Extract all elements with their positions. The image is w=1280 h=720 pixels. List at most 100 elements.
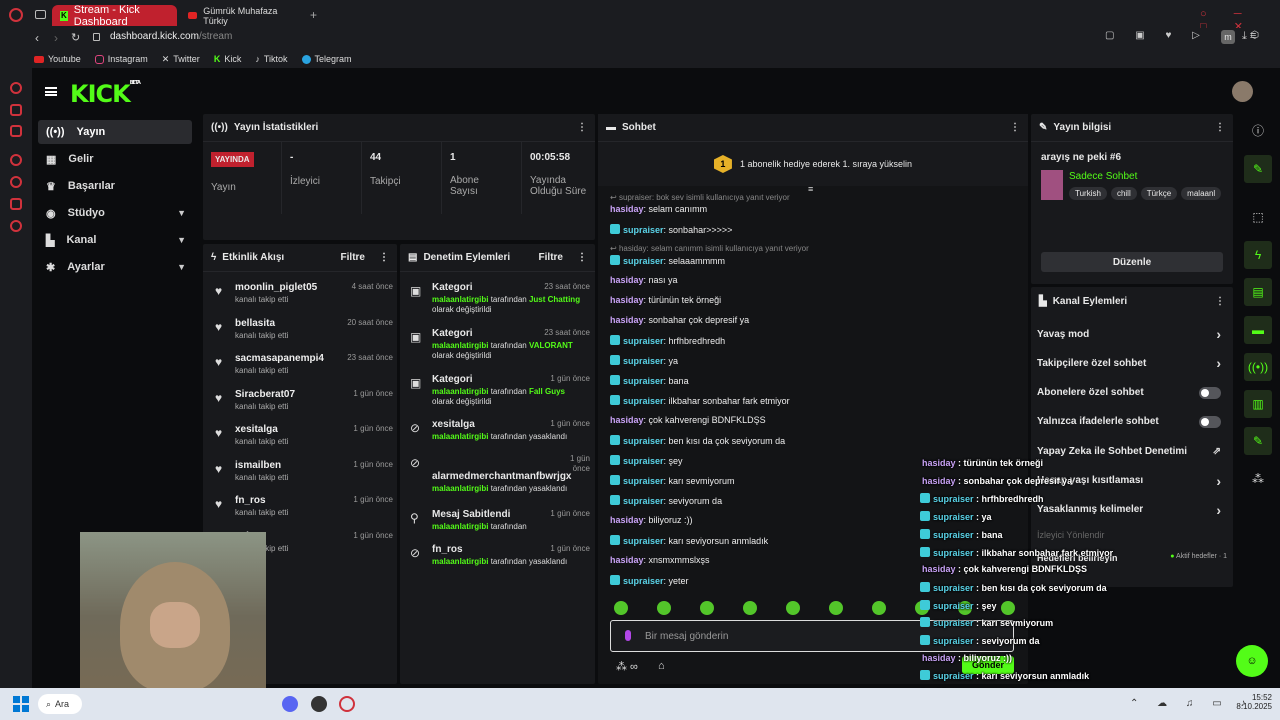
app-icon[interactable] [311,696,327,712]
hamburger-menu-icon[interactable] [45,87,57,96]
new-tab-button[interactable]: + [310,8,318,22]
moderator-name[interactable]: malaanlatirgibi [432,484,489,493]
chat-username[interactable]: hasiday [610,204,644,214]
store-icon[interactable]: ⌂ [658,660,665,672]
filter-button[interactable]: Filtre [538,252,563,263]
channel-action-row[interactable]: Yapay Zeka ile Sohbet Denetimi ⇗ [1037,441,1221,461]
bookmark-kick[interactable]: K Kick [213,54,242,64]
chat-username[interactable]: hasiday [610,555,644,565]
more-options-icon[interactable]: ⋮ [577,122,587,133]
reload-icon[interactable]: ↻ [71,32,81,44]
support-icon[interactable]: ☺ [1236,645,1268,677]
chat-username[interactable]: supraiser [623,225,664,235]
chat-username[interactable]: hasiday [610,415,644,425]
moderator-name[interactable]: malaanlatirgibi [432,432,489,441]
emote-icon[interactable] [614,601,628,615]
more-options-icon[interactable]: ⋮ [577,252,587,263]
back-icon[interactable]: ‹ [35,31,39,45]
aria-icon[interactable] [10,82,22,94]
browser-tab-gumruk[interactable]: Gümrük Muhafaza Türkiy [180,5,305,26]
browser-tab-kick[interactable]: K Stream - Kick Dashboard [52,4,177,28]
nav-gelir[interactable]: ▦ Gelir [46,153,94,166]
toggle-switch[interactable] [1199,386,1221,399]
edit-icon[interactable]: ✎ [1244,155,1272,183]
chat-username[interactable]: supraiser [623,376,664,386]
goals-row[interactable]: Hedefleri belirleyin ● Aktif hedefler · 1 [1037,553,1227,563]
windows-start-icon[interactable] [13,696,29,712]
chat-input[interactable]: Bir mesaj gönderin [610,620,1014,652]
chat-username[interactable]: hasiday [610,295,644,305]
channel-action-row[interactable]: Hesap yaşı kısıtlaması › [1037,471,1221,491]
tab-manager-icon[interactable] [35,10,46,19]
channel-action-row[interactable]: Yasaklanmış kelimeler › [1037,500,1221,520]
category-target[interactable]: VALORANT [528,341,573,350]
send-button[interactable]: Gönder [962,656,1014,674]
nav-kanal[interactable]: ▙ Kanal ▼ [46,234,186,247]
filter-button[interactable]: Filtre [340,252,365,263]
lightning-icon[interactable]: ϟ [1244,241,1272,269]
bookmark-twitter[interactable]: ✕ Twitter [161,53,200,65]
wrench-icon[interactable]: ✎ [1244,427,1272,455]
emote-icon[interactable] [657,601,671,615]
channel-action-row[interactable]: Abonelere özel sohbet [1037,383,1221,403]
broadcast-icon[interactable]: ((•)) [1244,353,1272,381]
extensions-icon[interactable] [10,198,22,210]
emote-icon[interactable] [786,601,800,615]
moderator-name[interactable]: malaanlatirgibi [432,557,489,566]
clipboard-icon[interactable]: ▤ [1244,278,1272,306]
toggle-switch[interactable] [1199,415,1221,428]
follower-name[interactable]: bellasita [235,317,276,329]
chat-username[interactable]: supraiser [623,496,664,506]
nav-basarilar[interactable]: ♛ Başarılar [46,180,115,193]
channel-action-row[interactable]: Takipçilere özel sohbet › [1037,353,1221,373]
chat-username[interactable]: hasiday [610,275,644,285]
player-icon[interactable] [10,154,22,166]
more-options-icon[interactable]: ⋮ [1215,295,1225,307]
history-icon[interactable] [10,176,22,188]
channel-action-row[interactable]: Yavaş mod › [1037,324,1221,344]
category-target[interactable]: Just Chatting [528,295,581,304]
emote-icon[interactable] [829,601,843,615]
pinned-toggle-icon[interactable]: ≡ [808,184,814,194]
messenger-icon[interactable] [10,104,22,116]
kick-logo[interactable]: KICKBETA [70,80,141,108]
emote-icon[interactable] [872,601,886,615]
nav-studyo[interactable]: ◉ Stüdyo ▼ [46,207,186,220]
chat-username[interactable]: supraiser [623,256,664,266]
follower-name[interactable]: moonlin_piglet05 [235,282,318,293]
edit-button[interactable]: Düzenle [1041,252,1223,272]
screenshot-icon[interactable]: ⬚ [1252,210,1264,224]
follower-name[interactable]: fn_ros [235,495,266,506]
emote-icon[interactable] [1001,601,1015,615]
follower-name[interactable]: sacmasapanempi4 [235,353,324,364]
gmail-icon[interactable] [10,125,22,137]
emote-icon[interactable] [743,601,757,615]
chat-username[interactable]: supraiser [623,396,664,406]
chat-username[interactable]: supraiser [623,576,664,586]
apps-icon[interactable]: ⁂ [1252,472,1264,486]
chat-username[interactable]: supraiser [623,456,664,466]
nav-ayarlar[interactable]: ✱ Ayarlar ▼ [46,261,186,274]
follower-name[interactable]: Siracberat07 [235,388,296,400]
chat-tools-icon[interactable]: ⁂ ∞ [616,661,638,673]
category-target[interactable]: Fall Guys [528,387,565,396]
nav-yayin[interactable]: ((•)) Yayın [38,120,192,144]
bookmark-instagram[interactable]: Instagram [94,54,148,64]
more-options-icon[interactable]: ⋮ [1215,122,1225,133]
emote-icon[interactable] [958,601,972,615]
info-icon[interactable]: ⓘ [1251,123,1264,138]
user-avatar[interactable] [1232,81,1253,102]
follower-name[interactable]: xesitalga [235,424,278,435]
emote-icon[interactable] [700,601,714,615]
bookmark-telegram[interactable]: Telegram [301,54,352,64]
chat-username[interactable]: hasiday [610,515,644,525]
bookmark-youtube[interactable]: Youtube [34,54,81,64]
chat-username[interactable]: hasiday [610,315,644,325]
chat-username[interactable]: supraiser [623,476,664,486]
category-link[interactable]: Sadece Sohbet [1069,171,1138,182]
chat-username[interactable]: supraiser [623,536,664,546]
moderator-name[interactable]: malaanlatirgibi [432,387,489,396]
opera-taskbar-icon[interactable] [339,696,355,712]
moderator-name[interactable]: malaanlatirgibi [432,522,489,531]
chat-icon[interactable]: ▬ [1244,316,1272,344]
